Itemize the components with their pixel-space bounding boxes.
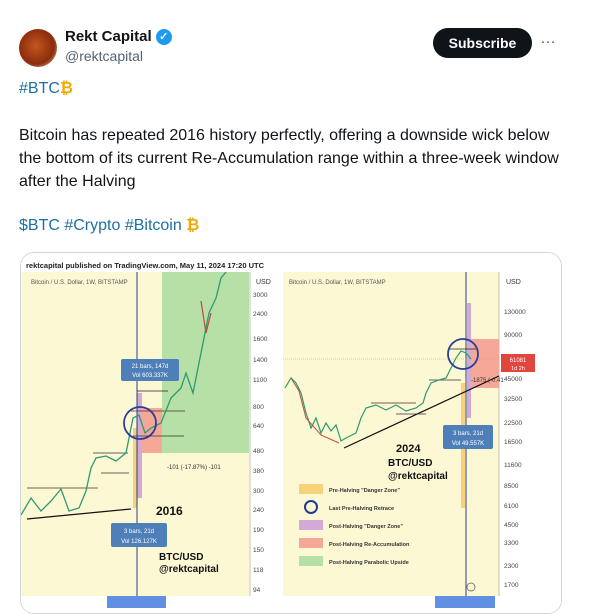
right-axis-tick: 6100: [504, 503, 519, 510]
bitcoin-emoji-icon: ₿: [59, 80, 73, 97]
left-axis-tick: 1100: [253, 377, 267, 384]
chart-legend: Pre-Halving "Danger Zone" Last Pre-Halvin…: [299, 484, 410, 566]
left-axis-tick: 118: [253, 567, 264, 574]
svg-text:Vol 126.127K: Vol 126.127K: [121, 539, 157, 545]
right-handle-label: @rektcapital: [388, 471, 448, 482]
right-axis-tick: 3300: [504, 540, 519, 547]
left-pair-label: BTC/USD: [159, 552, 203, 563]
right-year-label: 2024: [396, 443, 421, 455]
right-measure-label: -1875 (-0.41: [471, 378, 504, 384]
right-axis-tick: 8500: [504, 483, 519, 490]
left-axis-tick: 190: [253, 527, 264, 534]
svg-text:3 bars, 21d: 3 bars, 21d: [453, 431, 483, 437]
right-axis-tick: 11600: [504, 462, 522, 469]
left-post-halving-zone: [137, 393, 142, 498]
right-axis-tick: 45000: [504, 376, 522, 383]
right-axis-tick: 4500: [504, 522, 519, 529]
left-handle-label: @rektcapital: [159, 564, 219, 575]
legend-label: Pre-Halving "Danger Zone": [329, 488, 400, 494]
right-axis-tick: 90000: [504, 332, 522, 339]
lightning-icon: [466, 582, 476, 592]
published-caption: rektcapital published on TradingView.com…: [26, 261, 265, 270]
left-axis-tick: 380: [253, 468, 264, 475]
svg-text:Vol 49.557K: Vol 49.557K: [452, 441, 484, 447]
right-post-halving-zone: [467, 303, 471, 418]
svg-text:1d 2h: 1d 2h: [511, 366, 525, 372]
right-axis-tick: 2300: [504, 563, 519, 570]
left-axis-tick: 2400: [253, 311, 268, 318]
chart-svg: rektcapital published on TradingView.com…: [21, 253, 561, 613]
verified-badge-icon: ✓: [155, 28, 172, 45]
subscribe-button[interactable]: Subscribe: [433, 28, 532, 58]
left-measure-box-1: [121, 359, 179, 381]
right-measure-box: [443, 425, 493, 449]
legend-swatch: [299, 556, 323, 566]
svg-text:21 bars, 147d: 21 bars, 147d: [132, 364, 169, 370]
chart-image[interactable]: rektcapital published on TradingView.com…: [20, 252, 562, 614]
right-axis-tick: 22500: [504, 420, 522, 427]
right-axis-tick: 16500: [504, 439, 522, 446]
left-axis-tick: 300: [253, 488, 264, 495]
legend-label: Last Pre-Halving Retrace: [329, 506, 394, 512]
left-axis-tick: 1400: [253, 357, 268, 364]
left-pre-halving-zone: [133, 428, 137, 508]
svg-text:61081: 61081: [510, 358, 527, 364]
left-measure-label: -101 (-17.87%) -101: [167, 465, 221, 471]
legend-swatch: [299, 520, 323, 530]
tweet-text: Bitcoin has repeated 2016 history perfec…: [19, 127, 559, 190]
right-pair-label: BTC/USD: [388, 458, 432, 469]
right-axis-tick: 32500: [504, 396, 522, 403]
current-price-badge: [501, 354, 535, 372]
left-axis-tick: 3000: [253, 292, 268, 299]
left-axis-tick: 800: [253, 404, 264, 411]
tweet-hashtags[interactable]: $BTC #Crypto #Bitcoin ₿: [19, 217, 200, 234]
left-year-label: 2016: [156, 504, 183, 518]
right-retrace-circle: [447, 338, 479, 370]
svg-text:3 bars, 21d: 3 bars, 21d: [124, 529, 154, 535]
legend-label: Post-Halving Re-Accumulation: [329, 542, 410, 548]
svg-text:Vol 603.337K: Vol 603.337K: [132, 373, 168, 379]
left-trendline: [26, 508, 132, 520]
left-measure-box-2: [111, 523, 167, 547]
left-axis-tick: 240: [253, 507, 264, 514]
left-price-line: [21, 271, 227, 516]
legend-swatch: [304, 500, 318, 514]
left-chart-title: Bitcoin / U.S. Dollar, 1W, BITSTAMP: [31, 280, 128, 286]
right-axis-tick: 1700: [504, 582, 519, 589]
avatar[interactable]: [19, 29, 57, 67]
right-axis-tick: 130000: [504, 309, 526, 316]
left-axis-tick: 1600: [253, 336, 268, 343]
bitcoin-emoji-icon: ₿: [186, 217, 200, 234]
left-reaccumulation-zone: [140, 408, 162, 453]
author-name[interactable]: Rekt Capital ✓: [65, 28, 172, 45]
more-options-icon[interactable]: …: [540, 30, 557, 47]
left-axis-tick: 94: [253, 587, 261, 594]
right-axis-unit: USD: [506, 279, 521, 286]
legend-swatch: [299, 484, 323, 494]
legend-label: Post-Halving "Danger Zone": [329, 524, 403, 530]
legend-label: Post-Halving Parabolic Upside: [329, 560, 409, 566]
left-axis-tick: 150: [253, 547, 264, 554]
right-chart-title: Bitcoin / U.S. Dollar, 1W, BITSTAMP: [289, 280, 386, 286]
left-axis-tick: 640: [253, 423, 264, 430]
author-handle[interactable]: @rektcapital: [65, 48, 144, 64]
left-axis-tick: 480: [253, 448, 264, 455]
right-trendline: [343, 375, 500, 449]
right-price-line: [284, 350, 472, 442]
legend-swatch: [299, 538, 323, 548]
left-retrace-circle: [123, 406, 157, 440]
hashtag-btc[interactable]: #BTC₿: [19, 80, 73, 97]
right-reaccumulation-zone: [468, 339, 499, 388]
left-axis-unit: USD: [256, 279, 271, 286]
